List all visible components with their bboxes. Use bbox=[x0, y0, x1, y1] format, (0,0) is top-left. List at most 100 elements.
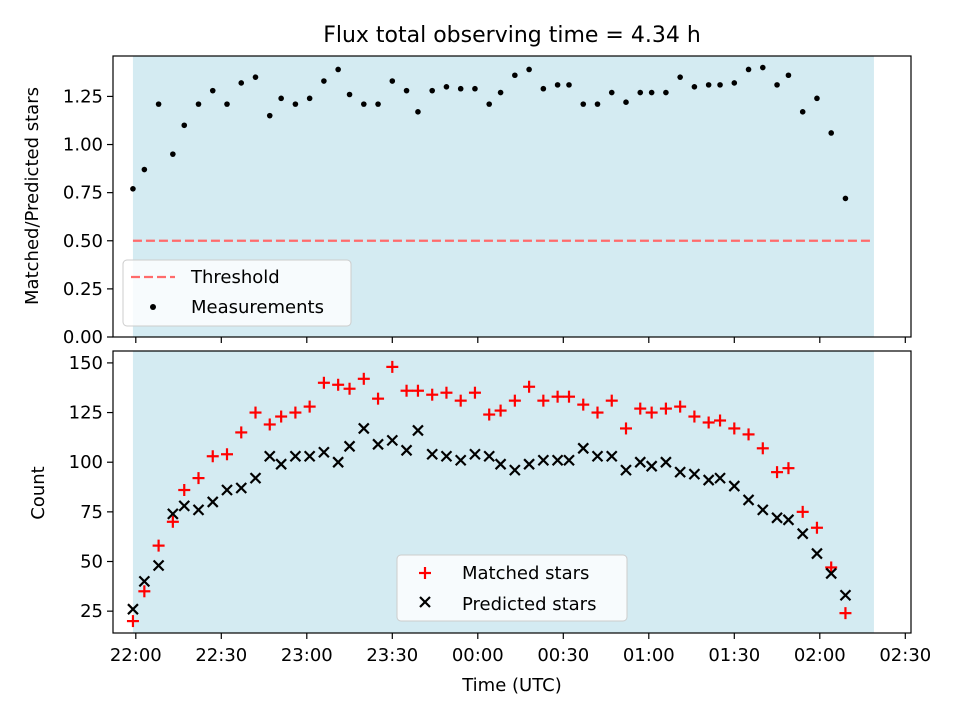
predicted-star-point bbox=[509, 464, 521, 476]
count-legend: Matched stars Predicted stars bbox=[396, 554, 628, 622]
matched-star-point bbox=[591, 406, 604, 419]
predicted-star-point bbox=[275, 458, 287, 470]
predicted-star-point bbox=[303, 450, 316, 463]
matched-star-point bbox=[235, 426, 248, 439]
measurement-point bbox=[814, 95, 820, 102]
predicted-star-point bbox=[702, 474, 715, 486]
predicted-star-point bbox=[796, 527, 809, 540]
ratio-y-axis-label: Matched/Predicted stars bbox=[22, 87, 43, 305]
predicted-star-point bbox=[577, 442, 590, 455]
measurement-point bbox=[842, 195, 849, 202]
measurement-point bbox=[252, 74, 259, 80]
measurement-point bbox=[512, 72, 518, 79]
measurement-point bbox=[566, 82, 572, 88]
measurement-point bbox=[745, 66, 752, 73]
matched-star-point bbox=[386, 360, 399, 373]
predicted-star-point bbox=[620, 464, 632, 476]
matched-star-point bbox=[674, 400, 687, 413]
matched-star-point bbox=[839, 607, 852, 620]
matched-star-point bbox=[634, 402, 647, 415]
matched-star-point bbox=[796, 505, 809, 518]
matched-star-point bbox=[263, 418, 276, 431]
ratio-y-tick-label: 0.25 bbox=[63, 279, 103, 300]
measurement-point bbox=[594, 101, 601, 107]
predicted-star-point bbox=[358, 422, 370, 435]
count-y-tick-label: 150 bbox=[69, 353, 103, 374]
matched-star-point bbox=[138, 585, 151, 598]
matched-star-point bbox=[771, 466, 784, 479]
ratio-legend-box bbox=[122, 259, 352, 327]
matched-star-point bbox=[192, 472, 205, 485]
measurement-point bbox=[663, 89, 669, 96]
matched-star-point bbox=[483, 408, 496, 421]
measurement-point bbox=[321, 78, 327, 84]
count-y-tick-label: 125 bbox=[69, 403, 103, 424]
measurement-point bbox=[828, 130, 834, 136]
predicted-star-point bbox=[318, 446, 330, 459]
matched-legend-swatch bbox=[419, 567, 431, 579]
predicted-star-point bbox=[206, 496, 219, 508]
measurement-point bbox=[375, 101, 381, 107]
matched-star-point bbox=[178, 484, 191, 497]
measurement-point bbox=[278, 95, 284, 102]
measurement-point bbox=[731, 80, 738, 86]
matched-star-point bbox=[577, 398, 590, 411]
matched-star-point bbox=[152, 539, 165, 552]
measurement-point bbox=[540, 85, 547, 92]
matched-star-point bbox=[551, 390, 564, 403]
predicted-star-point bbox=[178, 500, 191, 512]
predicted-star-point bbox=[127, 603, 139, 615]
measurement-point bbox=[799, 109, 806, 115]
matched-star-point bbox=[454, 394, 467, 407]
predicted-star-point bbox=[386, 434, 399, 447]
measurement-point bbox=[292, 101, 299, 107]
measurement-point bbox=[705, 82, 712, 88]
predicted-star-point bbox=[523, 458, 535, 470]
matched-star-point bbox=[426, 388, 439, 401]
count-axes: 25 50 75 100 125 150 22:00 22:30 23:00 23:30 00:00… bbox=[69, 350, 931, 666]
predicted-star-point bbox=[782, 514, 795, 526]
matched-star-point bbox=[166, 515, 179, 528]
predicted-star-point bbox=[400, 444, 413, 457]
predicted-star-point bbox=[634, 456, 647, 468]
predicted-star-point bbox=[440, 450, 453, 463]
count-axes-frame bbox=[112, 350, 912, 634]
predicted-star-point bbox=[235, 482, 248, 494]
count-y-tick-label: 25 bbox=[80, 601, 103, 622]
matched-star-point bbox=[249, 406, 262, 419]
count-panel: 25 50 75 100 125 150 22:00 22:30 23:00 23:30 00:00… bbox=[28, 350, 931, 696]
predicted-star-point bbox=[494, 458, 507, 470]
count-y-tick-label: 75 bbox=[80, 502, 103, 523]
ratio-legend: Threshold Measurements bbox=[122, 259, 352, 327]
measurement-point bbox=[608, 89, 615, 96]
matched-star-point bbox=[742, 428, 755, 441]
predicted-star-point bbox=[688, 468, 701, 480]
measurement-point bbox=[266, 112, 273, 119]
measurement-point bbox=[785, 72, 792, 79]
measurement-point bbox=[361, 101, 367, 107]
measurement-point bbox=[580, 101, 587, 107]
ratio-y-tick-label: 1.25 bbox=[63, 86, 103, 107]
predicted-star-point bbox=[167, 508, 179, 520]
x-tick-label: 22:30 bbox=[195, 645, 247, 666]
predicted-star-point bbox=[469, 448, 481, 461]
matched-star-point bbox=[659, 402, 672, 415]
matched-star-point bbox=[400, 384, 413, 397]
measurement-point bbox=[648, 89, 655, 96]
x-tick-label: 02:00 bbox=[794, 645, 846, 666]
predicted-star-point bbox=[563, 454, 575, 467]
matched-star-point bbox=[206, 450, 219, 463]
matched-star-point bbox=[714, 414, 727, 427]
x-axis-label: Time (UTC) bbox=[461, 675, 562, 696]
measurement-point bbox=[623, 99, 629, 105]
x-tick-label: 01:30 bbox=[708, 645, 760, 666]
ratio-y-tick-label: 0.75 bbox=[63, 183, 103, 204]
matched-star-point bbox=[332, 378, 345, 391]
predicted-star-point bbox=[138, 575, 151, 588]
matched-star-point bbox=[357, 372, 370, 385]
predicted-star-point bbox=[742, 494, 755, 506]
legend-threshold-label: Threshold bbox=[190, 267, 280, 288]
x-tick-label: 22:00 bbox=[110, 645, 162, 666]
matched-star-point bbox=[810, 521, 823, 534]
matched-star-point bbox=[728, 422, 741, 435]
